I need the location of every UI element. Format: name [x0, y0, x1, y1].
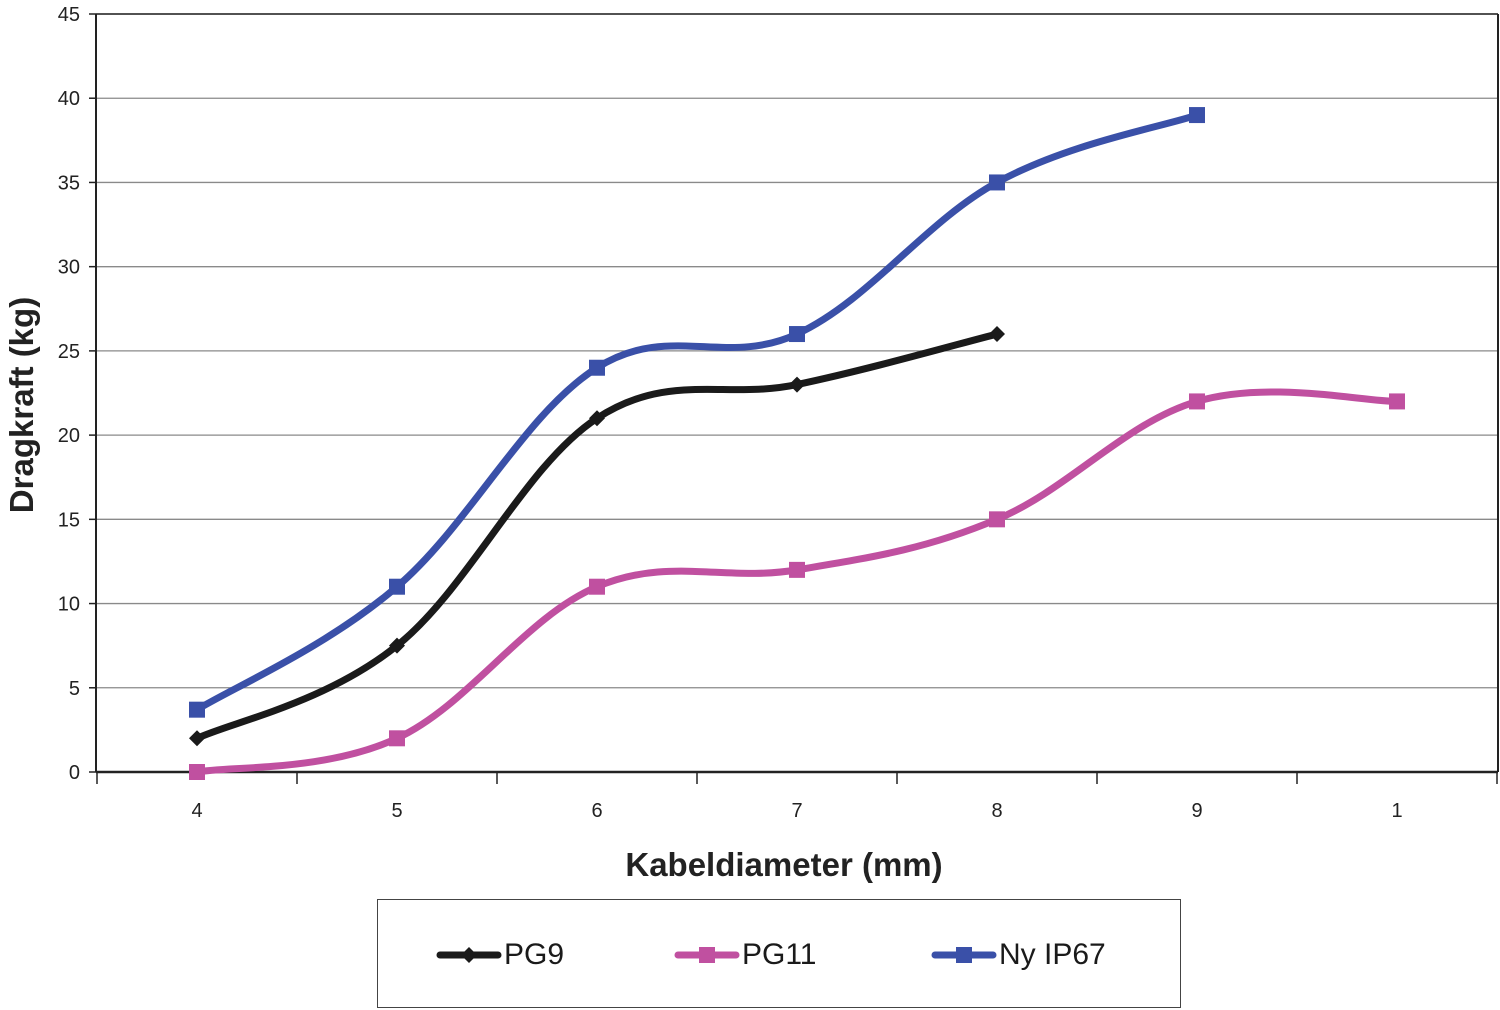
series-line-ny-ip67 [193, 111, 1201, 714]
data-point-pg9-8 [989, 326, 1005, 343]
x-tick-label-9: 9 [1191, 800, 1202, 822]
y-tick-label-40: 40 [58, 88, 80, 110]
y-tick-label-35: 35 [58, 172, 80, 194]
legend-swatch-ny-ip67 [931, 947, 997, 963]
y-tick-label-15: 15 [58, 509, 80, 531]
x-tick-label-1: 1 [1391, 800, 1402, 822]
legend-label-ny-ip67: Ny IP67 [999, 938, 1106, 971]
data-point-ny-ip67-4 [189, 701, 205, 718]
series-line-pg11 [193, 388, 1401, 776]
legend-item-ny-ip67: Ny IP67 [931, 938, 1106, 972]
data-point-ny-ip67-7 [789, 326, 805, 343]
data-point-ny-ip67-6 [589, 359, 605, 376]
data-point-pg11-6 [589, 578, 605, 595]
data-point-pg11-9 [1189, 393, 1205, 410]
legend: PG9 PG11 Ny IP67 [377, 899, 1181, 1008]
x-tick-label-6: 6 [591, 800, 602, 822]
x-tick-label-7: 7 [791, 800, 802, 822]
x-tick-label-5: 5 [391, 800, 402, 822]
legend-item-pg9: PG9 [436, 938, 564, 972]
y-axis-ticks: 0 5 10 15 20 25 30 35 40 45 [58, 4, 96, 784]
series-pg9 [189, 326, 1005, 747]
y-axis-label: Dragkraft (kg) [3, 297, 40, 513]
plot-frame [95, 13, 1499, 774]
gridlines [96, 13, 1498, 689]
series-line-pg9 [193, 330, 1001, 742]
data-point-pg11-8 [989, 511, 1005, 528]
y-tick-label-5: 5 [69, 678, 80, 700]
legend-swatch-pg11 [674, 947, 740, 963]
legend-marker-ny-ip67 [956, 947, 972, 963]
data-point-pg11-5 [389, 730, 405, 747]
data-point-ny-ip67-8 [989, 174, 1005, 191]
data-point-pg9-4 [189, 730, 205, 747]
data-point-pg9-6 [589, 410, 605, 427]
x-axis-label: Kabeldiameter (mm) [625, 846, 942, 883]
y-tick-label-25: 25 [58, 341, 80, 363]
legend-swatch-pg9 [436, 947, 502, 963]
x-tick-label-8: 8 [991, 800, 1002, 822]
y-tick-label-10: 10 [58, 594, 80, 616]
y-tick-label-0: 0 [69, 762, 80, 784]
legend-label-pg11: PG11 [742, 938, 817, 971]
legend-marker-pg11 [699, 947, 715, 963]
legend-marker-pg9 [461, 947, 477, 963]
data-point-pg11-4 [189, 764, 205, 780]
legend-item-pg11: PG11 [674, 938, 817, 972]
y-tick-label-45: 45 [58, 4, 80, 26]
data-point-pg9-7 [789, 376, 805, 393]
data-point-ny-ip67-9 [1189, 107, 1205, 124]
series-pg11 [189, 388, 1405, 780]
y-tick-label-20: 20 [58, 425, 80, 447]
y-tick-label-30: 30 [58, 257, 80, 279]
data-point-pg11-7 [789, 561, 805, 578]
legend-label-pg9: PG9 [504, 938, 565, 971]
series-lines [189, 107, 1405, 780]
x-tick-label-4: 4 [191, 800, 202, 822]
data-point-ny-ip67-5 [389, 578, 405, 595]
data-point-pg11-1 [1389, 393, 1405, 410]
data-point-pg9-5 [389, 637, 405, 654]
series-ny-ip67 [189, 107, 1205, 718]
x-axis-ticks: 4 5 6 7 8 9 1 [96, 772, 1498, 822]
